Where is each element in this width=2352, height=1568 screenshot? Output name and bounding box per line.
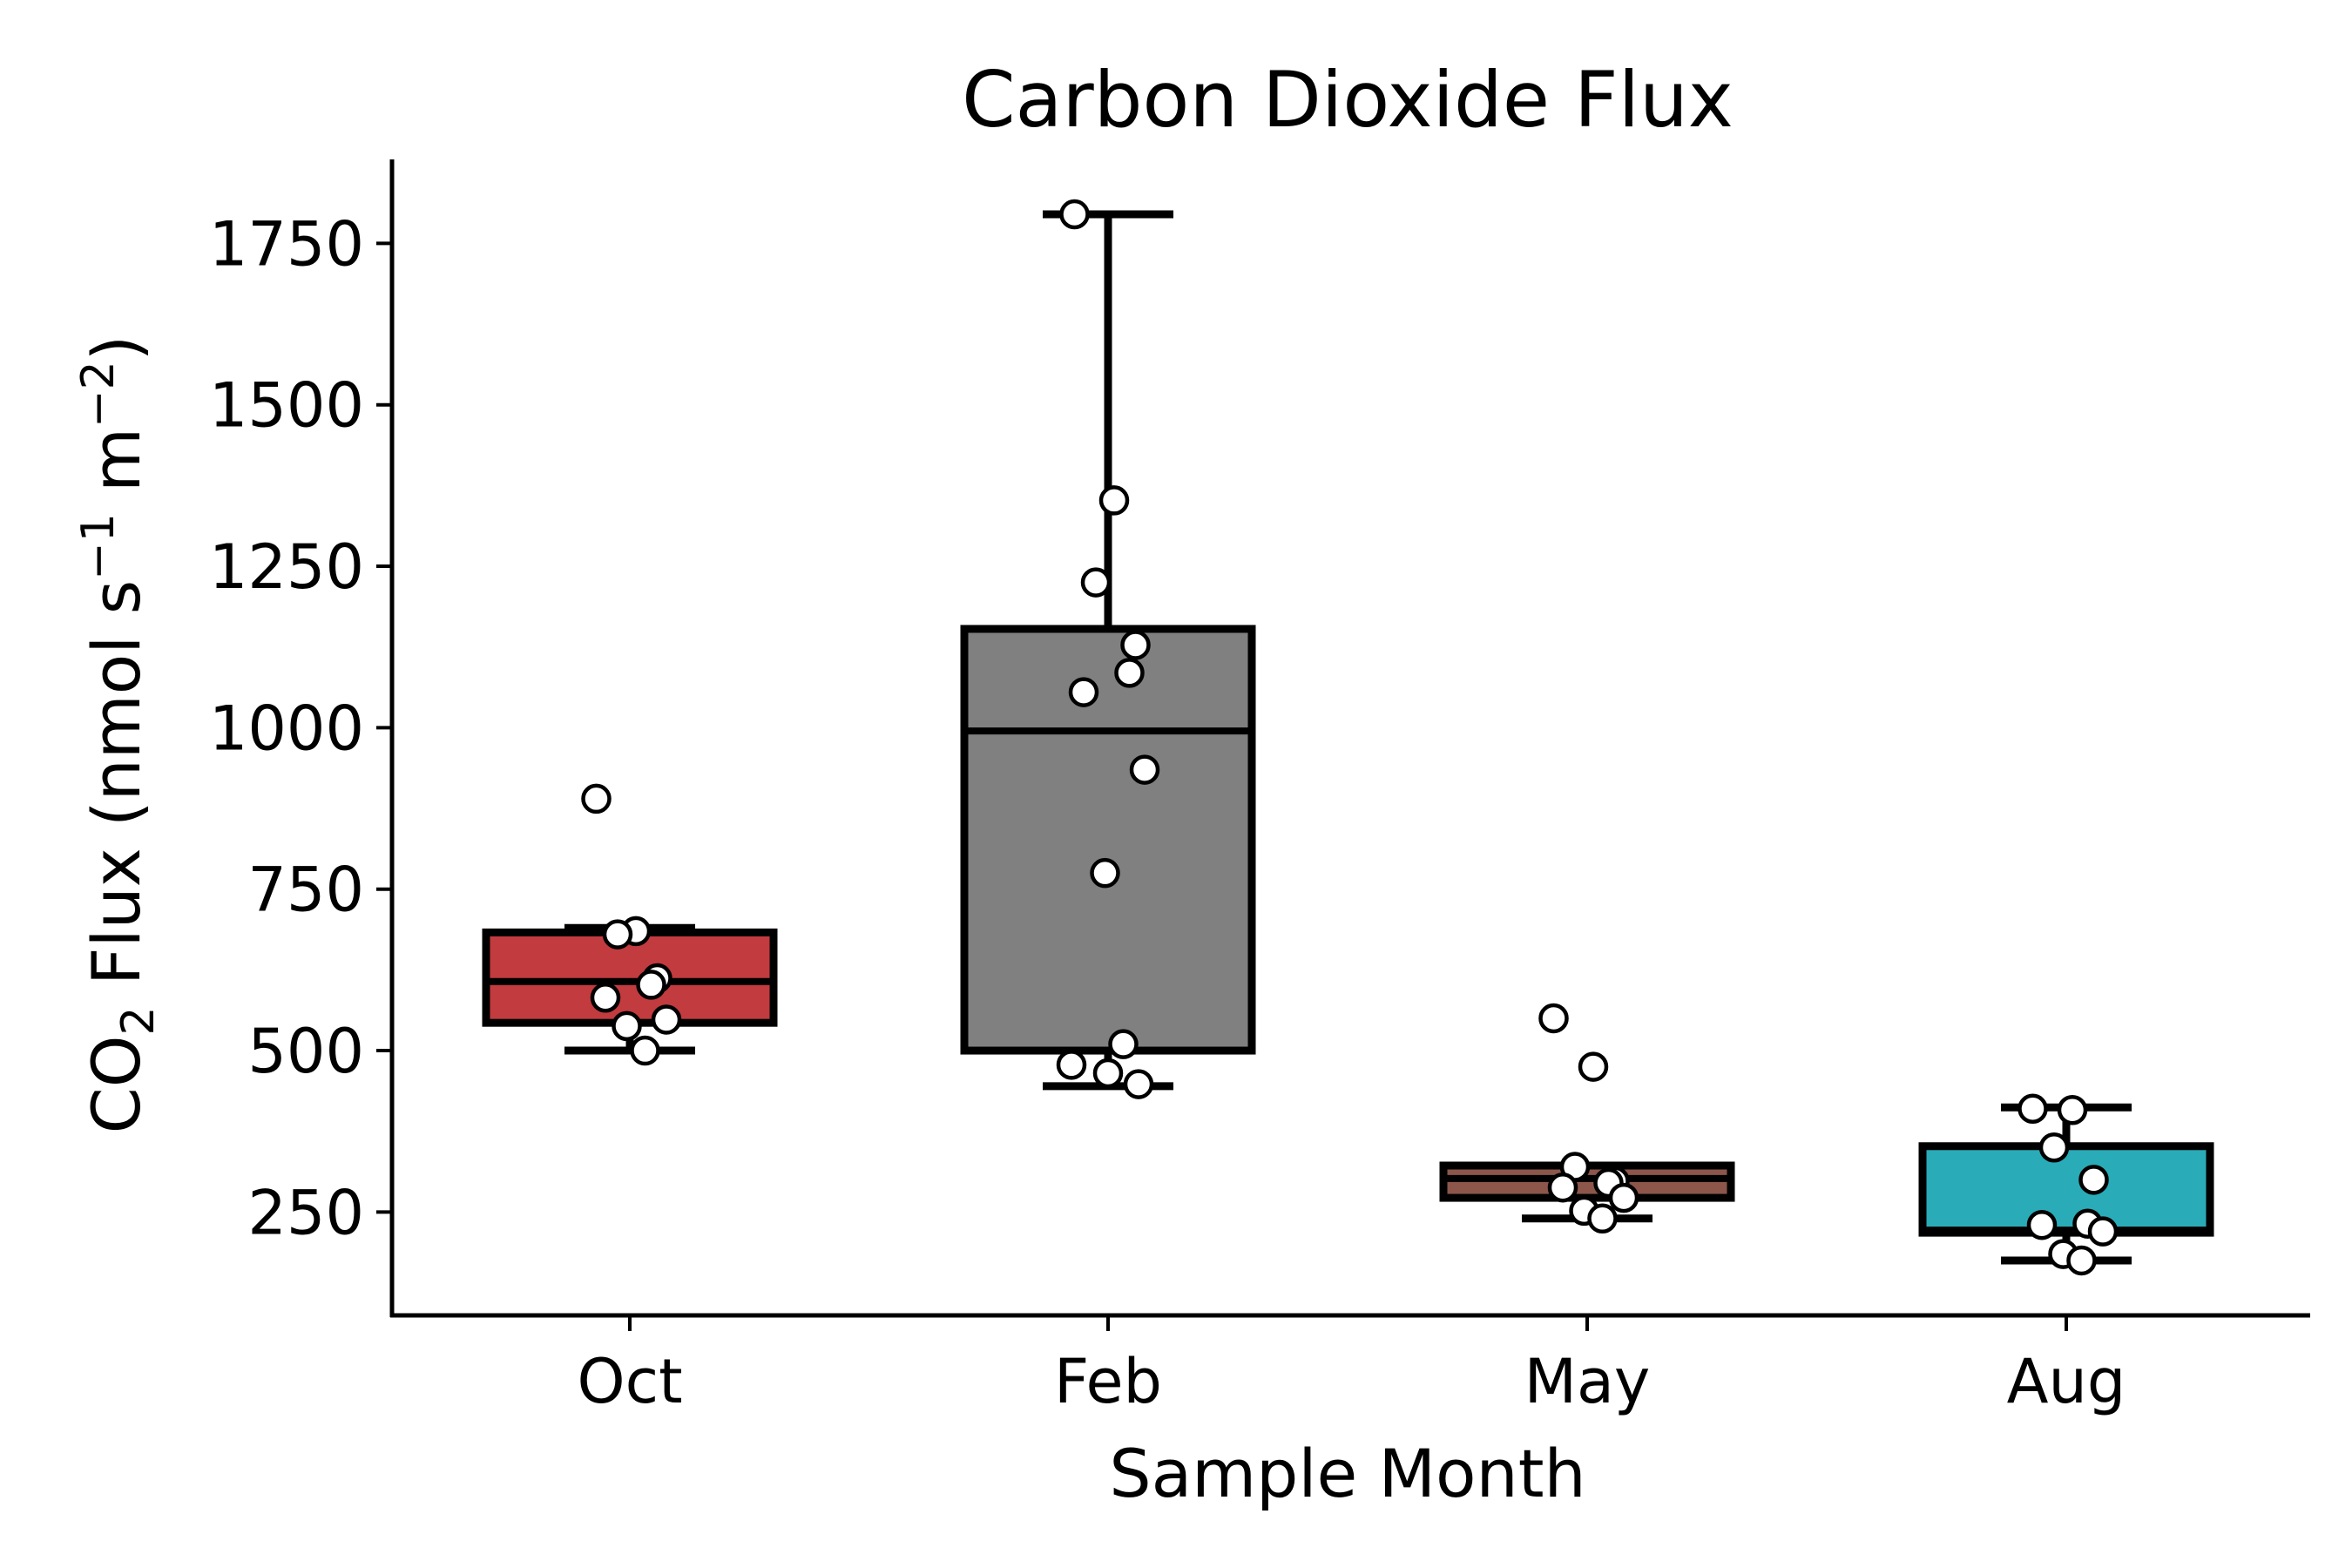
box-aug — [1918, 1103, 2214, 1265]
points-feb — [1056, 199, 1160, 1099]
iqr-box — [482, 928, 778, 1027]
points-may — [1538, 1003, 1639, 1234]
data-point — [1608, 1182, 1639, 1213]
data-point — [1538, 1003, 1569, 1034]
data-point — [1123, 1069, 1154, 1099]
data-point — [636, 970, 666, 1000]
data-point — [612, 1010, 642, 1042]
y-axis-ticks: 250 500 750 1000 1250 1500 1750 — [209, 208, 392, 1248]
y-tick-label: 1750 — [209, 208, 364, 280]
data-point — [2057, 1095, 2088, 1125]
data-point — [1114, 658, 1145, 688]
points-aug — [2017, 1093, 2119, 1276]
y-tick-label: 1250 — [209, 531, 364, 603]
x-axis-label: Sample Month — [1109, 1435, 1585, 1512]
y-tick-label: 500 — [247, 1016, 364, 1087]
data-point — [1547, 1172, 1578, 1203]
data-point — [581, 783, 612, 814]
data-point — [1129, 754, 1160, 785]
data-point — [1059, 199, 1090, 230]
data-point — [2026, 1209, 2058, 1240]
data-point — [1090, 857, 1120, 889]
x-tick-label-aug: Aug — [2007, 1346, 2126, 1417]
points-oct — [581, 783, 682, 1066]
data-point — [651, 1004, 682, 1035]
x-axis-ticks: Oct Feb May Aug — [577, 1315, 2126, 1417]
data-point — [630, 1035, 660, 1066]
data-point — [602, 919, 633, 950]
y-tick-label: 250 — [247, 1177, 364, 1248]
x-tick-label-feb: Feb — [1054, 1346, 1162, 1417]
plot-area — [482, 199, 2214, 1276]
iqr-box — [1918, 1142, 2214, 1237]
x-tick-label-may: May — [1524, 1346, 1651, 1417]
data-point — [1578, 1051, 1609, 1082]
data-point — [2017, 1093, 2048, 1125]
y-tick-label: 1000 — [209, 693, 364, 764]
data-point — [2038, 1132, 2070, 1163]
y-tick-label: 750 — [247, 855, 364, 926]
data-point — [590, 983, 621, 1013]
y-tick-label: 1500 — [209, 370, 364, 442]
data-point — [1068, 677, 1099, 707]
data-point — [2078, 1165, 2109, 1195]
box-feb — [960, 210, 1256, 1091]
data-point — [1108, 1029, 1139, 1059]
chart-title: Carbon Dioxide Flux — [962, 55, 1734, 145]
data-point — [2087, 1216, 2119, 1247]
x-tick-label-oct: Oct — [577, 1346, 682, 1417]
y-axis-label: CO2 Flux (nmol s−1 m−2) — [72, 335, 165, 1134]
data-point — [1080, 567, 1112, 598]
data-point — [1098, 485, 1130, 516]
box-oct — [482, 923, 778, 1055]
data-point — [1056, 1050, 1087, 1080]
iqr-box — [960, 625, 1256, 1055]
data-point — [1092, 1058, 1124, 1089]
data-point — [1587, 1203, 1618, 1234]
data-point — [1120, 630, 1151, 660]
data-point — [2066, 1245, 2097, 1276]
